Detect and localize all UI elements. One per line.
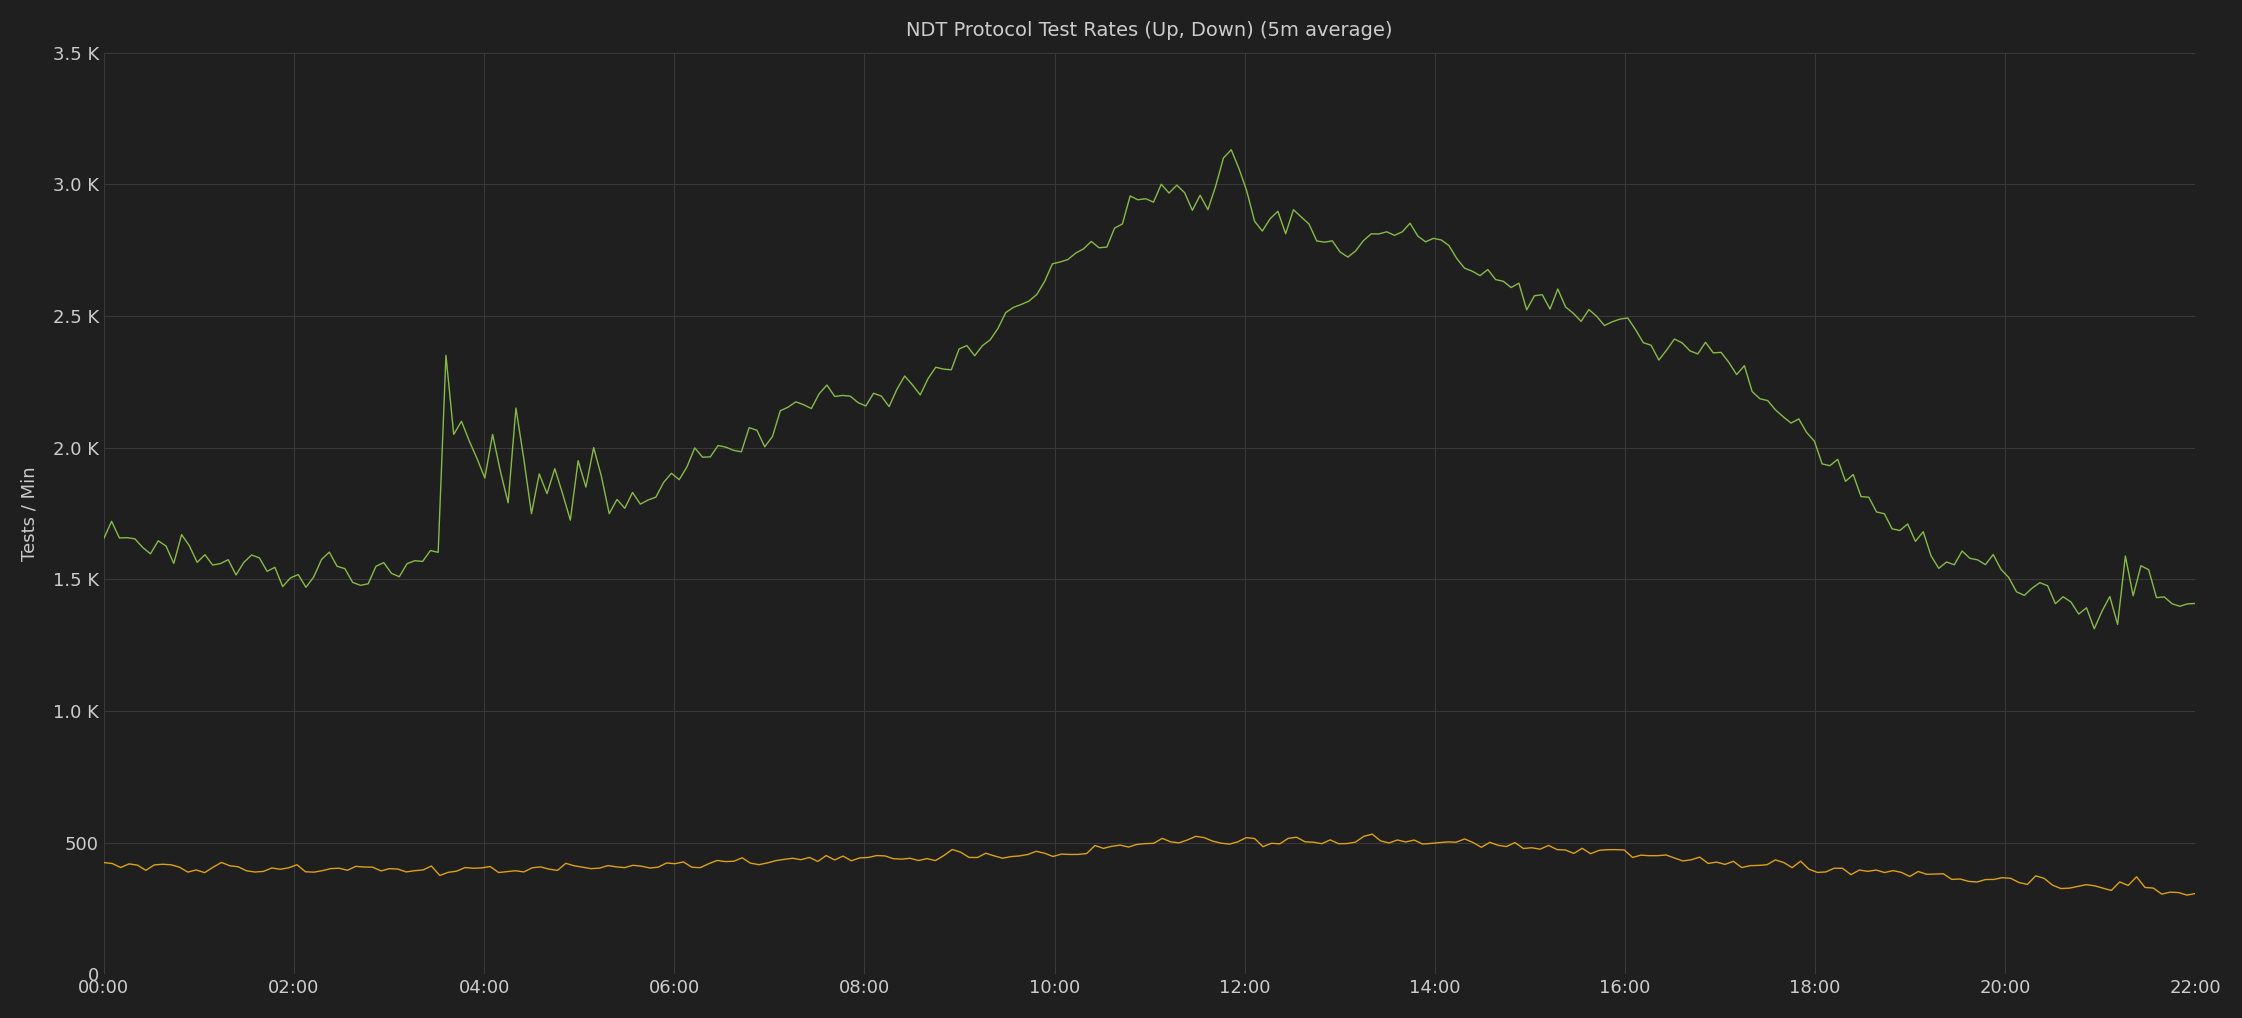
Title: NDT Protocol Test Rates (Up, Down) (5m average): NDT Protocol Test Rates (Up, Down) (5m a…	[906, 20, 1392, 40]
Y-axis label: Tests / Min: Tests / Min	[20, 466, 38, 561]
